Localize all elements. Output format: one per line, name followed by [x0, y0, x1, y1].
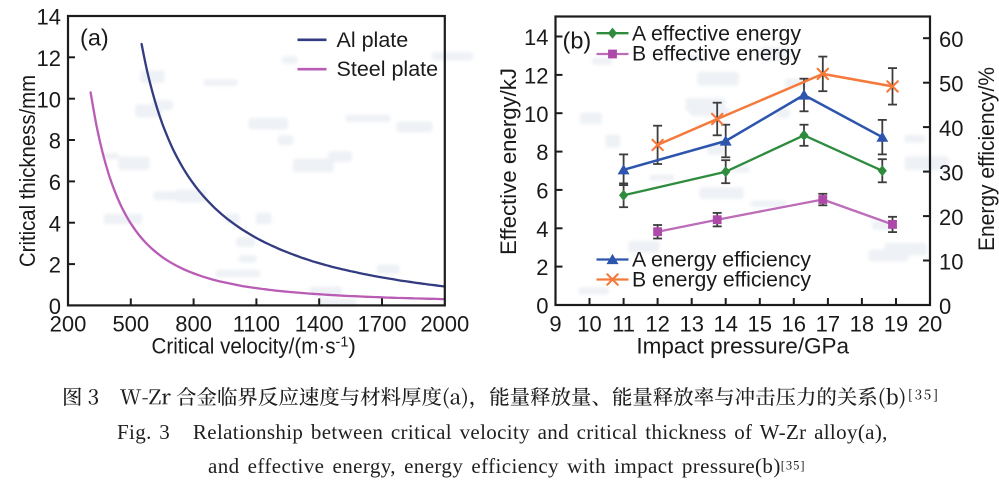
- svg-text:4: 4: [49, 211, 61, 236]
- svg-text:A energy efficiency: A energy efficiency: [632, 247, 811, 271]
- svg-text:4: 4: [536, 217, 548, 242]
- svg-text:10: 10: [577, 312, 601, 337]
- svg-text:0: 0: [49, 294, 61, 319]
- svg-text:11: 11: [612, 312, 635, 337]
- svg-text:17: 17: [816, 312, 840, 337]
- svg-text:8: 8: [536, 140, 548, 165]
- svg-text:12: 12: [645, 312, 669, 337]
- svg-text:12: 12: [524, 64, 548, 89]
- svg-text:15: 15: [748, 312, 772, 337]
- svg-text:12: 12: [37, 46, 61, 71]
- svg-text:0: 0: [536, 294, 548, 319]
- svg-text:30: 30: [939, 160, 963, 185]
- svg-text:18: 18: [850, 312, 874, 337]
- svg-text:10: 10: [939, 249, 963, 274]
- svg-text:1100: 1100: [233, 312, 280, 337]
- svg-text:B effective energy: B effective energy: [632, 41, 801, 65]
- svg-text:Al plate: Al plate: [337, 28, 409, 52]
- svg-text:2: 2: [536, 255, 548, 280]
- svg-text:Critical thickness/mm: Critical thickness/mm: [15, 75, 40, 267]
- svg-text:20: 20: [918, 312, 942, 337]
- svg-text:14: 14: [524, 25, 548, 50]
- svg-text:(b): (b): [563, 28, 592, 54]
- svg-text:13: 13: [679, 312, 703, 337]
- svg-text:6: 6: [536, 179, 548, 204]
- svg-text:Impact pressure/GPa: Impact pressure/GPa: [636, 334, 849, 359]
- svg-text:(a): (a): [80, 25, 109, 51]
- svg-text:500: 500: [112, 312, 149, 337]
- svg-text:2000: 2000: [420, 312, 469, 337]
- svg-text:60: 60: [939, 27, 963, 52]
- svg-text:2: 2: [49, 253, 61, 278]
- svg-text:50: 50: [939, 72, 963, 97]
- svg-text:200: 200: [50, 312, 87, 337]
- svg-text:A effective energy: A effective energy: [632, 22, 801, 46]
- svg-text:Energy efficiency/%: Energy efficiency/%: [974, 67, 999, 251]
- svg-text:10: 10: [524, 102, 548, 127]
- svg-text:16: 16: [782, 312, 806, 337]
- svg-text:19: 19: [884, 312, 908, 337]
- svg-text:1700: 1700: [358, 312, 407, 337]
- svg-text:Critical velocity/(m·s-1): Critical velocity/(m·s-1): [152, 334, 356, 359]
- svg-text:B energy efficiency: B energy efficiency: [632, 267, 811, 291]
- svg-text:6: 6: [49, 170, 61, 195]
- svg-text:14: 14: [713, 312, 737, 337]
- svg-text:0: 0: [939, 294, 951, 319]
- svg-text:40: 40: [939, 116, 963, 141]
- svg-text:20: 20: [939, 205, 963, 230]
- svg-text:Effective energy/kJ: Effective energy/kJ: [496, 68, 521, 255]
- svg-text:800: 800: [175, 312, 212, 337]
- svg-text:9: 9: [549, 312, 561, 337]
- svg-text:1400: 1400: [295, 312, 344, 337]
- svg-text:10: 10: [37, 87, 61, 112]
- svg-text:Steel plate: Steel plate: [337, 57, 439, 81]
- svg-text:14: 14: [37, 5, 61, 30]
- svg-text:8: 8: [49, 129, 61, 154]
